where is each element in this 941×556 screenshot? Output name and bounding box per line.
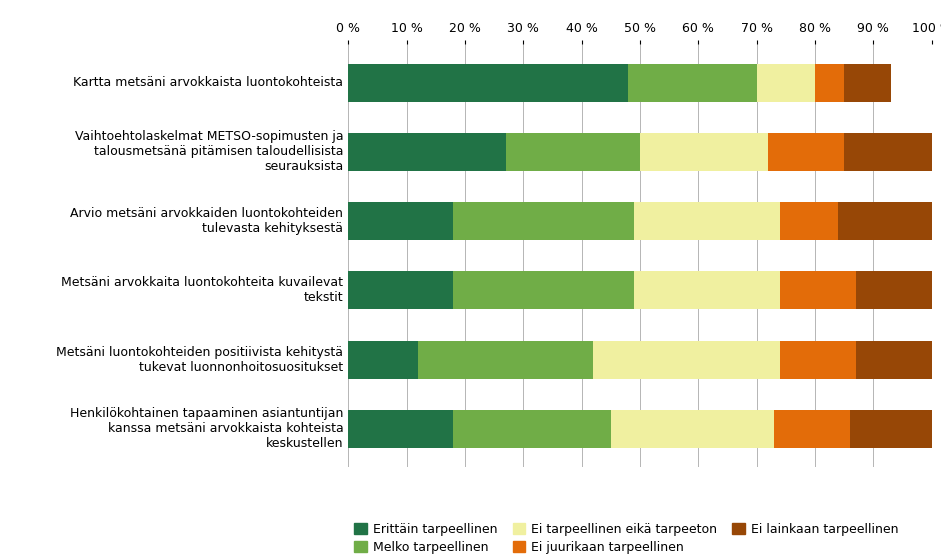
Legend: Erittäin tarpeellinen, Melko tarpeellinen, Ei tarpeellinen eikä tarpeeton, Ei ju: Erittäin tarpeellinen, Melko tarpeelline… — [355, 523, 899, 554]
Bar — [348, 271, 454, 309]
Bar — [611, 410, 774, 448]
Bar — [757, 64, 815, 102]
Bar — [844, 64, 891, 102]
Bar — [855, 271, 932, 309]
Bar — [774, 410, 850, 448]
Bar — [348, 410, 454, 448]
Bar — [838, 202, 932, 240]
Bar — [640, 133, 768, 171]
Bar — [780, 271, 855, 309]
Bar — [348, 64, 629, 102]
Bar — [348, 202, 454, 240]
Bar — [454, 410, 611, 448]
Bar — [780, 202, 838, 240]
Bar — [815, 64, 844, 102]
Bar — [634, 271, 780, 309]
Bar — [454, 202, 634, 240]
Bar — [634, 202, 780, 240]
Bar — [780, 340, 855, 379]
Bar — [593, 340, 780, 379]
Bar — [768, 133, 844, 171]
Bar — [629, 64, 757, 102]
Bar — [850, 410, 932, 448]
Bar — [454, 271, 634, 309]
Bar — [855, 340, 932, 379]
Bar — [844, 133, 932, 171]
Bar — [348, 340, 418, 379]
Bar — [348, 133, 505, 171]
Bar — [418, 340, 593, 379]
Bar — [505, 133, 640, 171]
